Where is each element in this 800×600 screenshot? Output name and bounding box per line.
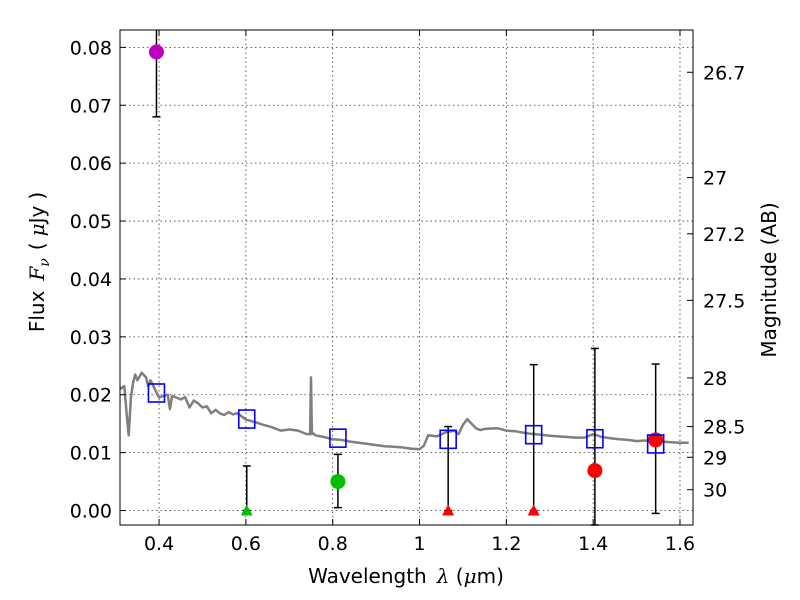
model-photometry-square	[329, 428, 347, 448]
right-tick-label: 30	[703, 480, 727, 502]
x-tick-label: 1	[413, 533, 425, 555]
y-tick-label: 0.00	[70, 501, 112, 523]
upper-limit-marker	[527, 504, 540, 516]
grid-layer	[120, 30, 693, 525]
y-tick-label: 0.03	[70, 327, 112, 349]
model-photometry-square	[237, 409, 256, 429]
y-tick-label: 0.01	[70, 443, 112, 465]
y-tick-label: 0.02	[70, 385, 112, 407]
model-sed-layer	[119, 371, 689, 451]
plot-frame	[119, 29, 694, 526]
upper-limit-marker	[240, 504, 253, 516]
detection-point	[330, 474, 346, 490]
right-tick-label: 27	[703, 168, 727, 190]
y-axis-label: FluxFν(μJy)	[25, 192, 53, 332]
detection-point	[648, 432, 664, 448]
y-tick-label: 0.04	[70, 269, 112, 291]
y-tick-label: 0.06	[70, 153, 112, 175]
x-tick-label: 1.2	[491, 533, 521, 555]
right-tick-label: 28	[703, 368, 727, 390]
marker-layer	[147, 44, 665, 516]
tick-layer: 0.4 0.6 0.8 1 1.2 1.4 1.6 0.00 0.01 0.02 0.03 0.04 0…	[70, 30, 745, 555]
right-tick-label: 29	[703, 447, 727, 469]
x-tick-label: 0.6	[231, 533, 261, 555]
model-photometry-square	[646, 434, 665, 454]
right-tick-label: 27.5	[703, 290, 745, 312]
y-tick-label: 0.07	[70, 95, 112, 117]
x-axis-label: Wavelength λ (μm)	[308, 564, 504, 588]
detection-point	[148, 44, 164, 60]
right-tick-label: 27.2	[703, 224, 745, 246]
y-tick-label: 0.08	[70, 37, 112, 59]
x-tick-label: 1.6	[665, 533, 695, 555]
x-tick-label: 0.4	[144, 533, 174, 555]
x-tick-label: 1.4	[578, 533, 608, 555]
error-bar-layer	[152, 30, 660, 526]
x-tick-label: 0.8	[318, 533, 348, 555]
y-tick-label: 0.05	[70, 211, 112, 233]
detection-point	[587, 463, 603, 479]
model-photometry-square	[586, 428, 604, 449]
model-photometry-square	[524, 424, 543, 445]
model-sed-line	[119, 371, 689, 451]
right-tick-label: 26.7	[703, 62, 745, 84]
model-photometry-square	[439, 429, 457, 450]
right-tick-label: 28.5	[703, 417, 745, 439]
upper-limit-marker	[442, 504, 455, 516]
model-photometry-square	[147, 383, 166, 403]
right-axis-label: Magnitude (AB)	[757, 202, 781, 357]
